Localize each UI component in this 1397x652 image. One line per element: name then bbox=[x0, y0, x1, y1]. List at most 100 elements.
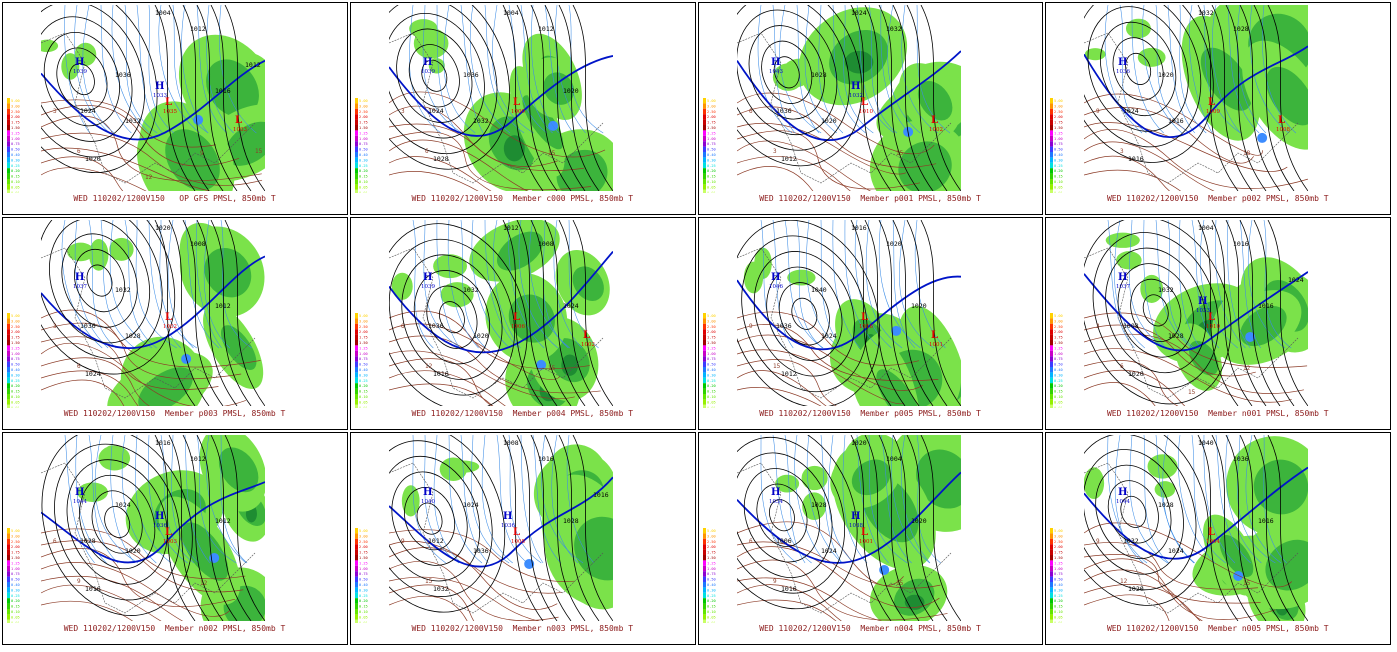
legend-value: 0.20 bbox=[359, 169, 368, 173]
legend-swatch bbox=[7, 614, 10, 620]
precip-legend: 5.003.00 2.502.00 1.751.501.25 1.000.75 0.50… bbox=[354, 528, 367, 623]
isobar-label: 1024 bbox=[428, 107, 444, 115]
panel-p003: 5.00 3.00 2.50 2.00 1.75 1.50 1.25 1.00 0.75 0.50… bbox=[3, 218, 346, 429]
cold-isotherm bbox=[412, 435, 446, 564]
isobar-label: 1024 bbox=[821, 332, 837, 340]
isobar-line bbox=[154, 5, 196, 191]
isobar-label: 1036 bbox=[776, 107, 792, 115]
legend-swatch bbox=[1050, 383, 1054, 389]
legend-value: 0.50 bbox=[1054, 148, 1063, 152]
cold-isotherm bbox=[136, 5, 163, 134]
isobar-line bbox=[864, 5, 905, 191]
high-pressure-value: 1032 bbox=[849, 93, 863, 99]
cold-isotherm bbox=[491, 5, 534, 134]
legend-value: 0.25 bbox=[11, 164, 20, 168]
cold-isotherm bbox=[100, 220, 135, 349]
legend-value: 2.50 bbox=[1054, 325, 1063, 329]
legend-swatch bbox=[7, 399, 10, 405]
cold-isotherm bbox=[868, 5, 897, 134]
legend-value: 0.20 bbox=[1054, 169, 1063, 173]
warm-isotherm bbox=[736, 521, 904, 586]
legend-value: 0.40 bbox=[1054, 583, 1063, 587]
legend-swatch bbox=[7, 533, 10, 539]
high-pressure-symbol: H bbox=[1118, 272, 1127, 283]
legend-swatch bbox=[7, 603, 10, 609]
isobar-label: 1024 bbox=[851, 9, 867, 17]
weather-map: 5.003.00 2.502.00 1.751.501.25 1.000.75 0.50… bbox=[1050, 5, 1309, 193]
legend-value: 0.25 bbox=[359, 164, 368, 168]
legend-swatch bbox=[7, 582, 10, 588]
cold-isotherm bbox=[1239, 220, 1262, 349]
isobar-line bbox=[740, 235, 867, 393]
panel-cell: 5.00 3.00 2.50 2.00 1.75 1.50 1.25 1.00 0.75 0.50… bbox=[697, 432, 1044, 645]
isobar-line bbox=[210, 220, 252, 406]
isobar-label: 1012 bbox=[190, 455, 206, 463]
cold-isotherm bbox=[460, 435, 489, 564]
isobar-line bbox=[790, 297, 817, 330]
weather-map: 5.003.00 2.502.00 1.751.501.25 1.000.75 0.50… bbox=[7, 5, 265, 193]
low-pressure-symbol: L bbox=[861, 312, 868, 323]
isotherm-label: 3 bbox=[53, 108, 57, 115]
legend-value: 0.30 bbox=[707, 588, 716, 592]
legend-value: 5.00 bbox=[11, 99, 20, 103]
coastline bbox=[388, 247, 603, 399]
isobar-line bbox=[544, 435, 586, 621]
legend-value: 1.50 bbox=[359, 341, 368, 345]
high-pressure-value: 1044 bbox=[73, 499, 87, 505]
legend-value: 0.05 bbox=[359, 400, 368, 404]
precip-area bbox=[801, 492, 826, 521]
isobar-label: 1020 bbox=[125, 547, 141, 555]
high-pressure-symbol: H bbox=[771, 57, 780, 68]
legend-swatch bbox=[702, 609, 706, 615]
weather-map: 5.003.00 2.502.00 1.751.501.25 1.000.75 0.50… bbox=[7, 435, 265, 623]
isobar-label: 1024 bbox=[85, 370, 101, 378]
precip-area bbox=[1219, 534, 1254, 578]
legend-value: 3.00 bbox=[1054, 319, 1063, 323]
cold-isotherm bbox=[805, 220, 840, 349]
legend-value: 0.30 bbox=[1054, 158, 1063, 162]
legend-swatch bbox=[354, 329, 358, 335]
legend-value: 0.30 bbox=[11, 158, 20, 162]
precip-area bbox=[1189, 340, 1219, 376]
isobar-line bbox=[401, 254, 503, 380]
legend-value: 0.75 bbox=[11, 572, 20, 576]
legend-value: 2.00 bbox=[11, 115, 20, 119]
isobar-line bbox=[1125, 52, 1152, 85]
legend-value: 0.30 bbox=[359, 373, 368, 377]
cold-isotherm bbox=[484, 220, 519, 349]
legend-swatch bbox=[354, 587, 358, 593]
warm-isotherm bbox=[1084, 382, 1156, 406]
isobar-label: 1024 bbox=[1123, 107, 1139, 115]
legend-value: 1.50 bbox=[1054, 341, 1063, 345]
warm-isotherm bbox=[736, 387, 821, 406]
low-pressure-value: 1003 bbox=[233, 127, 247, 133]
legend-swatch bbox=[7, 609, 10, 615]
isobar-line bbox=[572, 435, 613, 621]
legend-swatch bbox=[1050, 108, 1054, 115]
warm-isotherm bbox=[41, 322, 242, 380]
precip-area bbox=[878, 564, 889, 575]
high-pressure-value: 1039 bbox=[421, 69, 435, 75]
legend-value: 0.10 bbox=[1054, 395, 1063, 399]
isobars bbox=[736, 5, 961, 191]
legend-swatch bbox=[702, 383, 706, 389]
isobar-line bbox=[892, 220, 933, 406]
legend-value: 0.15 bbox=[1054, 175, 1063, 179]
low-pressure-symbol: L bbox=[861, 97, 868, 108]
isobar-line bbox=[1267, 435, 1309, 621]
high-pressure-symbol: H bbox=[771, 487, 780, 498]
cold-isotherm bbox=[842, 5, 873, 134]
isobars bbox=[388, 220, 613, 406]
precip-area bbox=[181, 522, 229, 581]
cold-isotherm bbox=[868, 435, 908, 564]
isobar-line bbox=[544, 220, 586, 406]
legend-value: 1.25 bbox=[11, 561, 20, 565]
isobar-label: 1012 bbox=[245, 61, 261, 69]
legend-swatch bbox=[354, 533, 358, 539]
cold-isotherm bbox=[1191, 220, 1220, 349]
legend-swatch bbox=[7, 179, 10, 185]
isobar-line bbox=[516, 5, 558, 191]
legend-value: 0.10 bbox=[1054, 610, 1063, 614]
cold-isotherm bbox=[481, 435, 513, 564]
cold-isotherm bbox=[1227, 220, 1251, 349]
